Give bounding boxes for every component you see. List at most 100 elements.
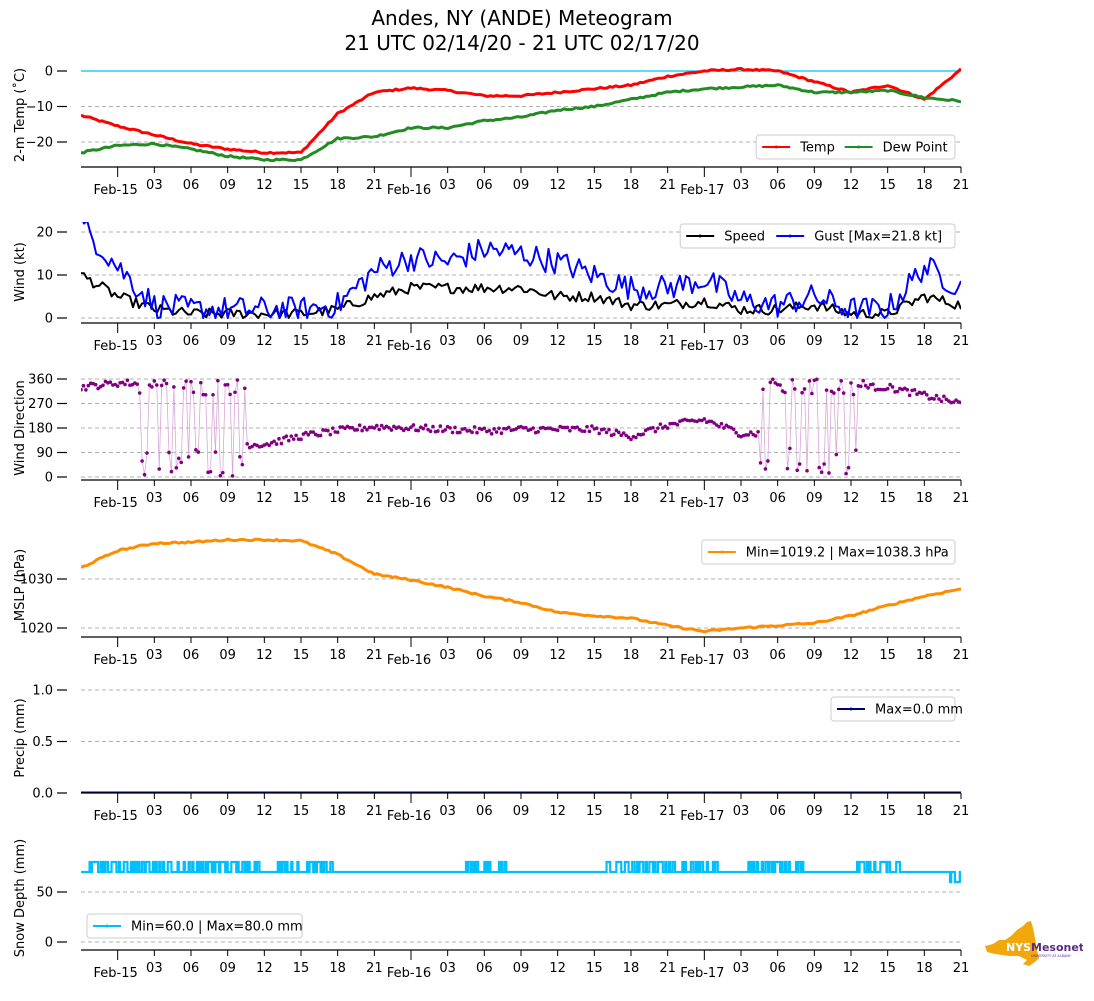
x-tick-label-date: Feb-16: [387, 809, 431, 824]
direction-point: [836, 387, 841, 392]
x-tick-label-hour: 12: [549, 804, 566, 819]
direction-point: [289, 434, 294, 438]
y-axis-label: Wind Direction: [13, 380, 28, 476]
x-tick-label-date: Feb-16: [387, 183, 431, 198]
direction-point: [401, 428, 406, 433]
y-tick-label: 90: [36, 446, 53, 461]
direction-point: [524, 425, 528, 430]
x-tick-label-hour: 06: [769, 961, 786, 976]
direction-point: [172, 385, 176, 389]
y-tick-label: 270: [28, 397, 53, 412]
direction-point: [849, 381, 853, 385]
y-tick-label: −10: [26, 100, 53, 115]
x-tick-label-hour: 06: [769, 804, 786, 819]
direction-point: [712, 421, 716, 425]
direction-point: [277, 436, 281, 441]
y-tick-label: 0: [45, 65, 53, 80]
x-tick-label-hour: 18: [623, 804, 640, 819]
direction-point: [181, 386, 186, 390]
direction-point: [216, 378, 220, 383]
direction-point: [272, 439, 276, 444]
series-line-snow-depth: [81, 860, 961, 884]
direction-point: [274, 442, 279, 446]
x-tick-label-date: Feb-15: [94, 183, 138, 198]
x-tick-label-hour: 12: [843, 961, 860, 976]
y-tick-label: 0.0: [32, 787, 53, 802]
direction-point: [196, 450, 201, 454]
direction-point: [641, 432, 646, 436]
x-tick-label-hour: 12: [843, 178, 860, 193]
x-tick-label-hour: 06: [769, 491, 786, 506]
direction-point: [536, 430, 540, 434]
direction-point: [805, 468, 809, 473]
x-tick-label-hour: 15: [879, 334, 896, 349]
direction-point: [575, 425, 580, 429]
x-tick-label-hour: 18: [329, 648, 346, 663]
direction-point: [120, 380, 125, 385]
direction-point: [602, 427, 606, 431]
direction-point: [294, 433, 298, 438]
x-tick-label-hour: 18: [623, 961, 640, 976]
direction-point: [150, 385, 154, 389]
legend-marker: [857, 145, 861, 149]
direction-point: [890, 385, 895, 389]
logo-nys-text: NYS: [1006, 941, 1031, 954]
x-tick-label-hour: 15: [879, 648, 896, 663]
x-tick-label-hour: 03: [733, 178, 750, 193]
x-tick-label-date: Feb-15: [94, 496, 138, 511]
direction-point: [267, 443, 272, 448]
direction-point: [194, 448, 198, 452]
direction-point: [238, 454, 242, 459]
direction-point: [763, 467, 768, 471]
direction-point: [619, 433, 624, 438]
direction-point: [443, 428, 448, 432]
direction-point: [783, 390, 787, 395]
direction-point: [374, 423, 379, 428]
x-tick-label-date: Feb-17: [680, 966, 724, 981]
direction-point: [472, 425, 477, 429]
direction-point: [198, 380, 203, 385]
direction-point: [154, 383, 159, 387]
direction-point: [470, 430, 474, 435]
legend-label: Temp: [799, 141, 835, 156]
direction-point: [328, 432, 333, 437]
x-tick-label-hour: 09: [806, 961, 823, 976]
x-tick-label-hour: 06: [183, 491, 200, 506]
x-tick-label-hour: 03: [733, 961, 750, 976]
direction-point: [753, 434, 758, 438]
x-tick-label-hour: 03: [439, 804, 456, 819]
x-tick-label-hour: 12: [549, 648, 566, 663]
x-tick-label-hour: 18: [329, 491, 346, 506]
direction-point: [81, 383, 86, 388]
direction-point: [84, 388, 88, 392]
direction-point: [147, 383, 152, 387]
x-tick-label-hour: 03: [439, 178, 456, 193]
x-tick-label-hour: 21: [659, 648, 676, 663]
legend-label: Gust [Max=21.8 kt]: [814, 230, 942, 245]
x-tick-label-hour: 15: [879, 178, 896, 193]
direction-point: [770, 377, 775, 382]
direction-point: [233, 390, 237, 395]
direction-point: [800, 390, 804, 395]
x-tick-label-hour: 12: [256, 648, 273, 663]
x-tick-label-hour: 21: [953, 178, 970, 193]
direction-point: [702, 417, 707, 421]
direction-point: [438, 424, 443, 428]
x-tick-label-hour: 09: [219, 334, 236, 349]
direction-point: [932, 397, 936, 401]
x-tick-label-hour: 21: [953, 491, 970, 506]
direction-point: [939, 399, 944, 404]
direction-point: [208, 470, 213, 474]
direction-point: [487, 428, 492, 433]
direction-point: [335, 430, 340, 435]
x-tick-label-hour: 03: [439, 334, 456, 349]
direction-point: [218, 473, 223, 478]
x-tick-label-date: Feb-15: [94, 339, 138, 354]
x-tick-label-hour: 03: [439, 961, 456, 976]
x-tick-label-hour: 12: [549, 961, 566, 976]
legend: Speed Gust [Max=21.8 kt]: [679, 223, 956, 249]
direction-point: [839, 379, 844, 383]
direction-point: [665, 426, 670, 431]
direction-point: [761, 387, 765, 392]
